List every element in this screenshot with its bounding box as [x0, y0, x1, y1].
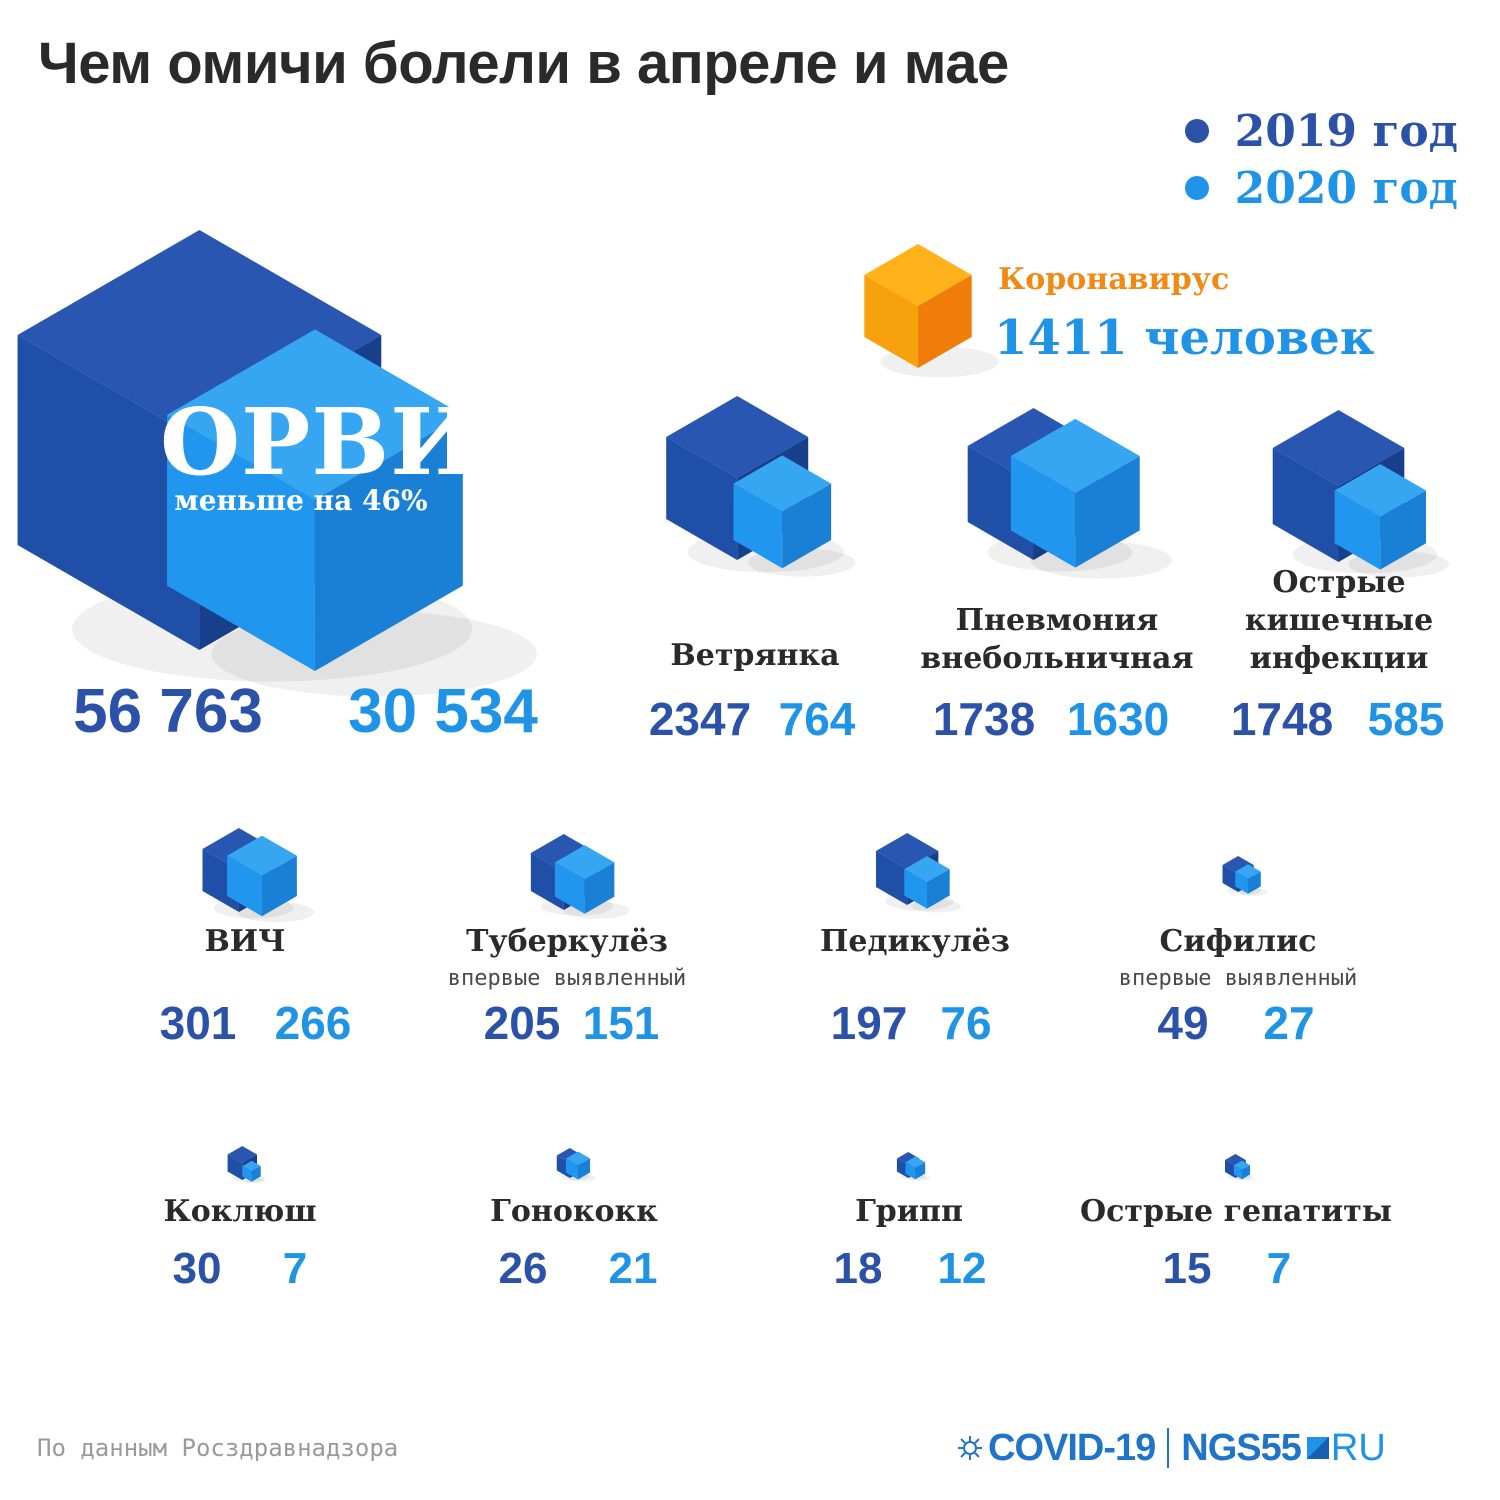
gonokokk-value-2019: 26: [498, 1244, 548, 1293]
gripp-name: Грипп: [855, 1194, 963, 1230]
kishechnye-name-line: инфекции: [1249, 641, 1429, 676]
tuberkulez-value-2019: 205: [483, 997, 561, 1049]
pedikulez-name-line: Педикулёз: [820, 924, 1010, 959]
gepatity-name: Острые гепатиты: [1080, 1194, 1392, 1230]
tuberkulez-subtitle: впервые выявленный: [447, 966, 687, 991]
koklyush-value-2020: 7: [282, 1244, 308, 1293]
gripp-cube-2020: [905, 1156, 926, 1180]
orvi-cube-2020: [167, 329, 463, 671]
sifilis-name: Сифилис: [1159, 924, 1316, 960]
vich-name: ВИЧ: [204, 924, 285, 960]
koklyush-value-2019: 30: [172, 1244, 222, 1293]
vetryanka-name: Ветрянка: [670, 637, 839, 675]
koklyush-name-line: Коклюш: [163, 1194, 317, 1229]
pnevmoniya-name-line: Пневмония: [955, 603, 1159, 638]
coronavirus-value: 1411 человек: [994, 310, 1375, 366]
vich-value-2020: 266: [274, 997, 352, 1049]
kishechnye-name-line: Острые: [1272, 565, 1406, 600]
kishechnye-value-2020: 585: [1367, 693, 1445, 745]
gonokokk-cube-2020: [565, 1151, 591, 1180]
pnevmoniya-name-line: внебольничная: [920, 641, 1194, 676]
kishechnye-cube-2020: [1334, 464, 1427, 570]
pnevmoniya-cube-2020: [1010, 418, 1140, 568]
tuberkulez-name-line: Туберкулёз: [466, 924, 668, 959]
source-note: По данным Росздравнадзора: [37, 1434, 399, 1462]
gepatity-value-2019: 15: [1162, 1244, 1212, 1293]
koklyush-name: Коклюш: [163, 1194, 316, 1230]
chart-title: Чем омичи болели в апреле и мае: [38, 31, 1009, 96]
brand-ngs-text: NGS55: [1181, 1426, 1302, 1469]
legend-dot-2020: [1184, 176, 1209, 200]
gepatity-name-line: Острые гепатиты: [1080, 1194, 1392, 1229]
virus-icon: [958, 1436, 982, 1460]
brand-ru-text: RU: [1330, 1426, 1386, 1469]
orvi-value-2019: 56 763: [73, 677, 263, 746]
kishechnye-value-2019: 1748: [1230, 693, 1334, 745]
vich-name-line: ВИЧ: [204, 924, 286, 959]
orvi-value-2020: 30 534: [348, 677, 538, 746]
sifilis-subtitle: впервые выявленный: [1118, 966, 1358, 991]
brand-logo: COVID-19 NGS55 RU: [958, 1420, 1386, 1476]
kishechnye-name-line: кишечные: [1244, 603, 1434, 638]
sifilis-cube-2020: [1235, 864, 1261, 894]
gripp-value-2019: 18: [833, 1244, 883, 1293]
brand-divider: [1167, 1428, 1170, 1468]
legend-label-2020: 2020 год: [1234, 162, 1458, 214]
coronavirus-cube: [864, 244, 972, 368]
gonokokk-name-line: Гонококк: [490, 1194, 658, 1229]
pnevmoniya-name: Пневмония внебольничная: [920, 602, 1193, 678]
vich-cube-2020: [227, 835, 297, 917]
vich-value-2019: 301: [159, 997, 237, 1049]
gepatity-cube-2020: [1233, 1160, 1251, 1180]
gonokokk-value-2020: 21: [608, 1244, 658, 1293]
tuberkulez-name: Туберкулёз: [466, 924, 668, 960]
koklyush-cube-2020: [242, 1160, 261, 1182]
pedikulez-cube-2020: [904, 856, 950, 909]
orvi-note: меньше на 46%: [174, 484, 428, 517]
sifilis-value-2020: 27: [1263, 997, 1315, 1049]
vetryanka-cube-2020: [733, 455, 832, 569]
pnevmoniya-value-2019: 1738: [932, 693, 1036, 745]
kishechnye-name: Острые кишечные инфекции: [1245, 564, 1433, 678]
legend-label-2019: 2019 год: [1234, 105, 1458, 157]
pedikulez-value-2019: 197: [830, 997, 908, 1049]
brand-covid-text: COVID-19: [988, 1426, 1156, 1469]
pnevmoniya-value-2020: 1630: [1066, 693, 1170, 745]
vetryanka-value-2020: 764: [778, 693, 856, 745]
gepatity-value-2020: 7: [1266, 1244, 1292, 1293]
sifilis-value-2019: 49: [1157, 997, 1209, 1049]
pedikulez-value-2020: 76: [940, 997, 992, 1049]
gonokokk-name: Гонококк: [490, 1194, 658, 1230]
tuberkulez-value-2020: 151: [582, 997, 660, 1049]
orvi-label: ОРВИ: [160, 388, 479, 496]
legend-item-2020: 2020 год: [1184, 160, 1458, 216]
vetryanka-name-line: Ветрянка: [670, 638, 840, 673]
legend-dot-2019: [1184, 119, 1209, 143]
gripp-value-2020: 12: [937, 1244, 987, 1293]
tuberkulez-cube-2020: [554, 845, 615, 914]
brand-square-icon: [1306, 1437, 1329, 1459]
coronavirus-label: Коронавирус: [998, 262, 1230, 297]
gripp-name-line: Грипп: [855, 1194, 963, 1229]
vetryanka-value-2019: 2347: [648, 693, 752, 745]
sifilis-name-line: Сифилис: [1159, 924, 1317, 959]
legend-item-2019: 2019 год: [1184, 103, 1458, 159]
pedikulez-name: Педикулёз: [820, 924, 1010, 960]
